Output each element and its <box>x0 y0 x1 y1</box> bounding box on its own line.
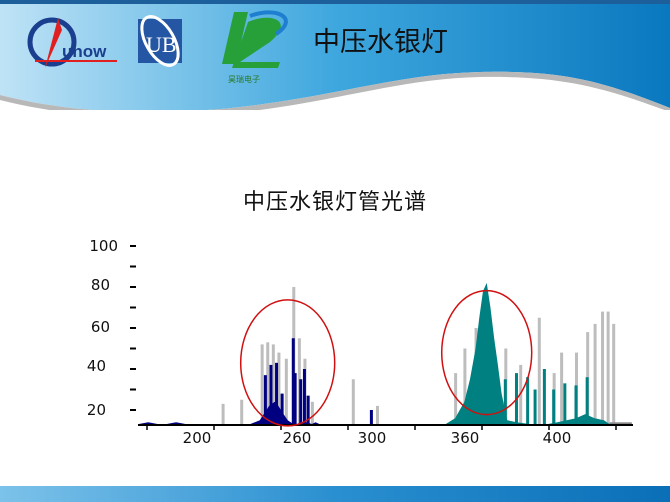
spectral-line-grey <box>601 311 605 424</box>
spectral-line-grey <box>266 342 270 424</box>
spectral-line-grey <box>463 348 467 424</box>
spectral-line-grey <box>593 323 597 424</box>
slide-title: 中压水银灯 <box>313 27 448 58</box>
viible-spikes-line <box>526 377 530 424</box>
grey-tail-area <box>609 422 632 424</box>
viible-spikes-line <box>533 389 537 424</box>
viible-spikes-line <box>542 369 546 424</box>
chart-title: 中压水银灯管光谱 <box>242 190 427 215</box>
spectral-line-grey <box>260 344 264 424</box>
uv-pikes-line <box>275 362 279 424</box>
spectral-line-grey <box>240 399 244 424</box>
spectral-line-grey <box>310 401 314 424</box>
svg-text:昊瑞电子: 昊瑞电子 <box>228 74 260 84</box>
spectral-line-grey <box>221 403 225 424</box>
uv-pikes-line <box>306 395 310 424</box>
spectral-line-grey <box>375 405 379 424</box>
y-tick-label: 20 <box>86 401 106 419</box>
spectral-line-grey <box>560 352 564 424</box>
x-tick-label: 400 <box>542 429 572 447</box>
x-tick-label: 360 <box>450 429 480 447</box>
header-banner: unow UB 昊瑞电子 <box>0 0 670 110</box>
spectral-line-grey <box>277 352 281 424</box>
svg-text:unow: unow <box>62 42 107 61</box>
y-tick-label: 40 <box>86 357 106 375</box>
spectral-line-grey <box>537 317 541 424</box>
ub-logo: UB <box>138 15 182 67</box>
x-tick-label: 200 <box>182 429 212 447</box>
haorui-logo: 昊瑞电子 <box>222 10 288 84</box>
highlight-ellipse <box>239 299 336 427</box>
y-tick-label: 100 <box>89 237 118 255</box>
x-tick-label: 260 <box>282 429 312 447</box>
viible-spikes-line <box>585 377 589 424</box>
uv-pikes-line <box>291 338 295 424</box>
uv-pikes-line <box>293 373 297 424</box>
svg-text:UB: UB <box>146 32 177 57</box>
highlight-ellipse <box>440 289 533 416</box>
viible-spikes-line <box>574 385 578 424</box>
spectral-line-grey <box>271 344 275 424</box>
unow-logo: unow <box>27 17 117 68</box>
viible-spikes-line <box>503 379 507 424</box>
uv-pikes-line <box>299 379 303 424</box>
uv-pikes-line <box>263 375 267 424</box>
y-tick-label: 60 <box>90 318 110 336</box>
viible-spikes-line <box>563 383 567 424</box>
spectral-line-grey <box>612 323 616 424</box>
viible-spikes-line <box>552 389 556 424</box>
x-tick-label: 300 <box>357 429 387 447</box>
uv-pikes-line <box>369 410 373 424</box>
uv-pikes-line <box>269 364 273 424</box>
uv-pikes-line <box>302 369 306 424</box>
spectral-line-grey <box>351 379 355 424</box>
y-tick-label: 80 <box>90 276 110 294</box>
spectral-line-grey <box>284 358 288 424</box>
footer-bar <box>0 486 670 502</box>
spectral-line-grey <box>606 311 610 424</box>
uv-pikes-line <box>280 393 284 424</box>
